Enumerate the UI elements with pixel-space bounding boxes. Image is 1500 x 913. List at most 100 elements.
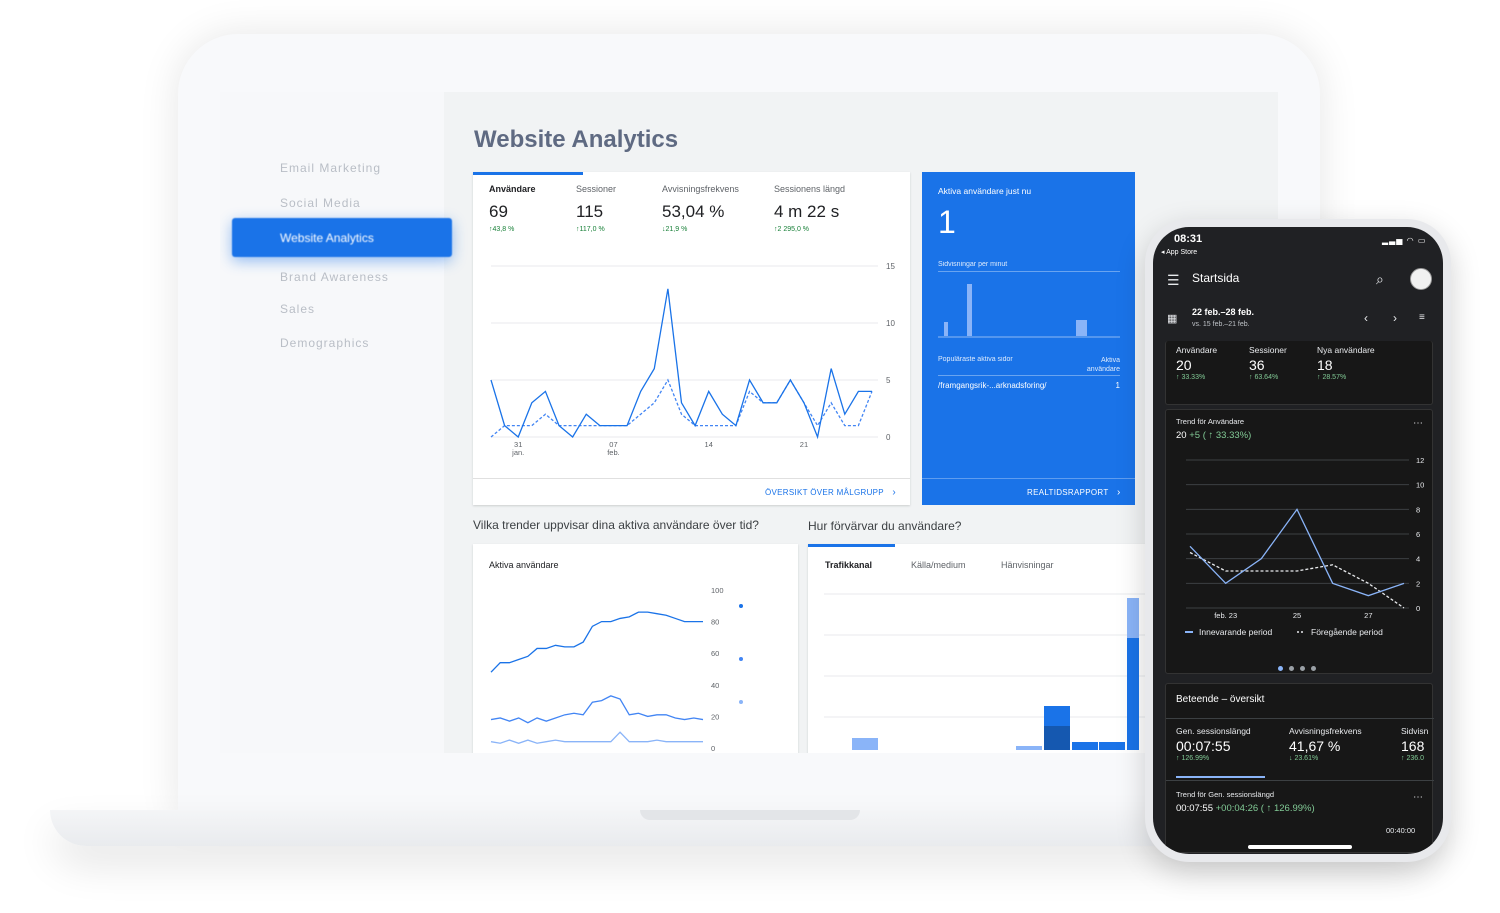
metric-change: ↑2 295,0 % [774, 226, 810, 233]
pager-dot [1311, 666, 1316, 671]
divider [938, 271, 1120, 272]
sidebar-item-social-media[interactable]: Social Media [280, 196, 361, 210]
tab-referrals[interactable]: Hänvisningar [1001, 560, 1054, 570]
y-tick-label: 80 [711, 618, 719, 627]
card-divider [473, 478, 910, 479]
audience-overview-card: Användare 69 ↑43,8 % Sessioner 115 ↑117,… [473, 172, 910, 505]
divider [922, 478, 1135, 479]
y-tick-label: 8 [1416, 505, 1420, 514]
series-line [490, 731, 703, 744]
metric-change: ↑43,8 % [489, 226, 515, 233]
pager-dots[interactable] [1278, 658, 1322, 676]
trend-change: +5 ( ↑ 33.33%) [1189, 430, 1252, 441]
chevron-right-icon[interactable]: › [1393, 311, 1397, 325]
metric-bounce-rate[interactable]: Avvisningsfrekvens 41,67 % ↓ 23.61% [1289, 726, 1362, 762]
chevron-left-icon[interactable]: ‹ [1364, 311, 1368, 325]
y-tick-label: 4 [1416, 555, 1420, 564]
trend-value-number: 20 [1176, 430, 1187, 441]
card-title: Aktiva användare [489, 560, 559, 570]
y-tick-label: 2 [1416, 579, 1420, 588]
x-tick-label: 21 [800, 440, 808, 449]
previous-period-line [490, 378, 873, 438]
divider [1166, 780, 1434, 781]
legend-previous: Föregående period [1311, 627, 1383, 637]
trends-question: Vilka trender uppvisar dina aktiva använ… [473, 518, 759, 532]
sidebar-item-sales[interactable]: Sales [280, 302, 316, 316]
metric-change: ↓21,9 % [662, 226, 688, 233]
x-tick-label: 25 [1293, 611, 1301, 620]
x-tick-label: 27 [1364, 611, 1372, 620]
metric-change: ↑ 28.57% [1317, 374, 1347, 381]
metric-value: 18 [1317, 357, 1333, 373]
top-page-users: 1 [1115, 381, 1120, 390]
sidebar-item-website-analytics[interactable]: Website Analytics [232, 218, 452, 257]
more-options-icon[interactable]: ⋯ [1413, 418, 1423, 429]
top-page-path[interactable]: /framgangsrik-...arknadsforing/ [938, 381, 1047, 390]
acquisition-bar-chart [824, 593, 1148, 750]
realtime-report-link[interactable]: REALTIDSRAPPORT › [1027, 487, 1121, 498]
legend-dot [739, 604, 743, 608]
search-icon[interactable]: ⌕ [1376, 271, 1384, 287]
series-line [490, 695, 704, 724]
bar [852, 738, 878, 750]
metric-tab-session-duration[interactable]: Sessionens längd 4 m 22 s ↑2 295,0 % [774, 184, 845, 233]
divider [1166, 718, 1434, 719]
previous-period-line [1189, 551, 1405, 609]
menu-icon[interactable]: ☰ [1167, 272, 1180, 288]
home-indicator [1248, 845, 1352, 849]
acquisition-card: Trafikkanal Källa/medium Hänvisningar [808, 544, 1148, 753]
calendar-icon: ▦ [1167, 313, 1178, 325]
divider [938, 375, 1120, 376]
x-tick-label: 14 [705, 440, 713, 449]
y-tick-label: 0 [886, 433, 891, 442]
bar [944, 322, 948, 336]
metric-avg-session-duration[interactable]: Gen. sessionslängd 00:07:55 ↑ 126.99% [1176, 726, 1251, 762]
active-users-trend-card: Aktiva användare 100 80 60 40 20 0 [473, 544, 798, 753]
metric-label: Sessionens längd [774, 184, 846, 194]
metric-pageviews[interactable]: Sidvisn 168 ↑ 236.0 [1401, 726, 1434, 762]
y-tick-label: 5 [886, 376, 891, 385]
current-period-line [1189, 508, 1405, 597]
metric-change: ↑ 33.33% [1176, 374, 1206, 381]
tab-traffic-channel[interactable]: Trafikkanal [825, 560, 873, 570]
metric-tab-users[interactable]: Användare 69 ↑43,8 % [489, 184, 536, 233]
bar [1127, 598, 1139, 638]
sidebar-item-brand-awareness[interactable]: Brand Awareness [280, 270, 389, 284]
legend-dot [739, 700, 743, 704]
audience-overview-link[interactable]: ÖVERSIKT ÖVER MÅLGRUPP › [765, 487, 896, 498]
tab-source-medium[interactable]: Källa/medium [911, 560, 966, 570]
metric-change: ↓ 23.61% [1289, 755, 1319, 762]
y-tick-label: 12 [1416, 456, 1424, 465]
metric-tab-sessions[interactable]: Sessioner 115 ↑117,0 % [576, 184, 616, 233]
sidebar-item-demographics[interactable]: Demographics [280, 336, 370, 350]
session-trend-number: 00:07:55 [1176, 803, 1213, 814]
sidebar-item-email-marketing[interactable]: Email Marketing [280, 161, 382, 175]
metric-value: 4 m 22 s [774, 202, 840, 221]
back-to-app-store[interactable]: ◂ App Store [1161, 249, 1198, 256]
pageviews-bar-chart [938, 284, 1120, 338]
metric-new-users[interactable]: Nya användare 18 ↑ 28.57% [1317, 345, 1375, 381]
metric-change: ↑117,0 % [576, 226, 605, 233]
more-options-icon[interactable]: ⋯ [1413, 792, 1423, 803]
metric-value: 115 [576, 202, 604, 221]
metric-tab-bounce-rate[interactable]: Avvisningsfrekvens 53,04 % ↓21,9 % [662, 184, 739, 233]
realtime-active-users-value: 1 [938, 204, 956, 240]
date-range[interactable]: 22 feb.–28 feb. [1192, 307, 1255, 317]
y-tick-label: 0 [1416, 604, 1420, 613]
metric-sessions[interactable]: Sessioner 36 ↑ 63.64% [1249, 345, 1287, 381]
x-tick-label: feb. 23 [1214, 611, 1237, 620]
compare-range: vs. 15 feb.–21 feb. [1192, 321, 1250, 328]
active-tab-indicator [808, 544, 895, 547]
y-tick-label: 40 [711, 681, 719, 690]
metric-label: Avvisningsfrekvens [1289, 726, 1362, 736]
metric-value: 69 [489, 202, 508, 221]
avatar[interactable] [1410, 268, 1432, 290]
y-tick-label: 10 [886, 319, 895, 328]
metric-users[interactable]: Användare 20 ↑ 33.33% [1176, 345, 1217, 381]
metric-value: 00:07:55 [1176, 738, 1231, 754]
sidebar: Email Marketing Social Media Website Ana… [220, 92, 452, 753]
filter-icon[interactable]: ≡ [1419, 312, 1425, 323]
metric-label: Sessioner [576, 184, 617, 194]
behavior-overview-card: Beteende – översikt Gen. sessionslängd 0… [1165, 683, 1434, 853]
card-title: Beteende – översikt [1176, 694, 1265, 705]
